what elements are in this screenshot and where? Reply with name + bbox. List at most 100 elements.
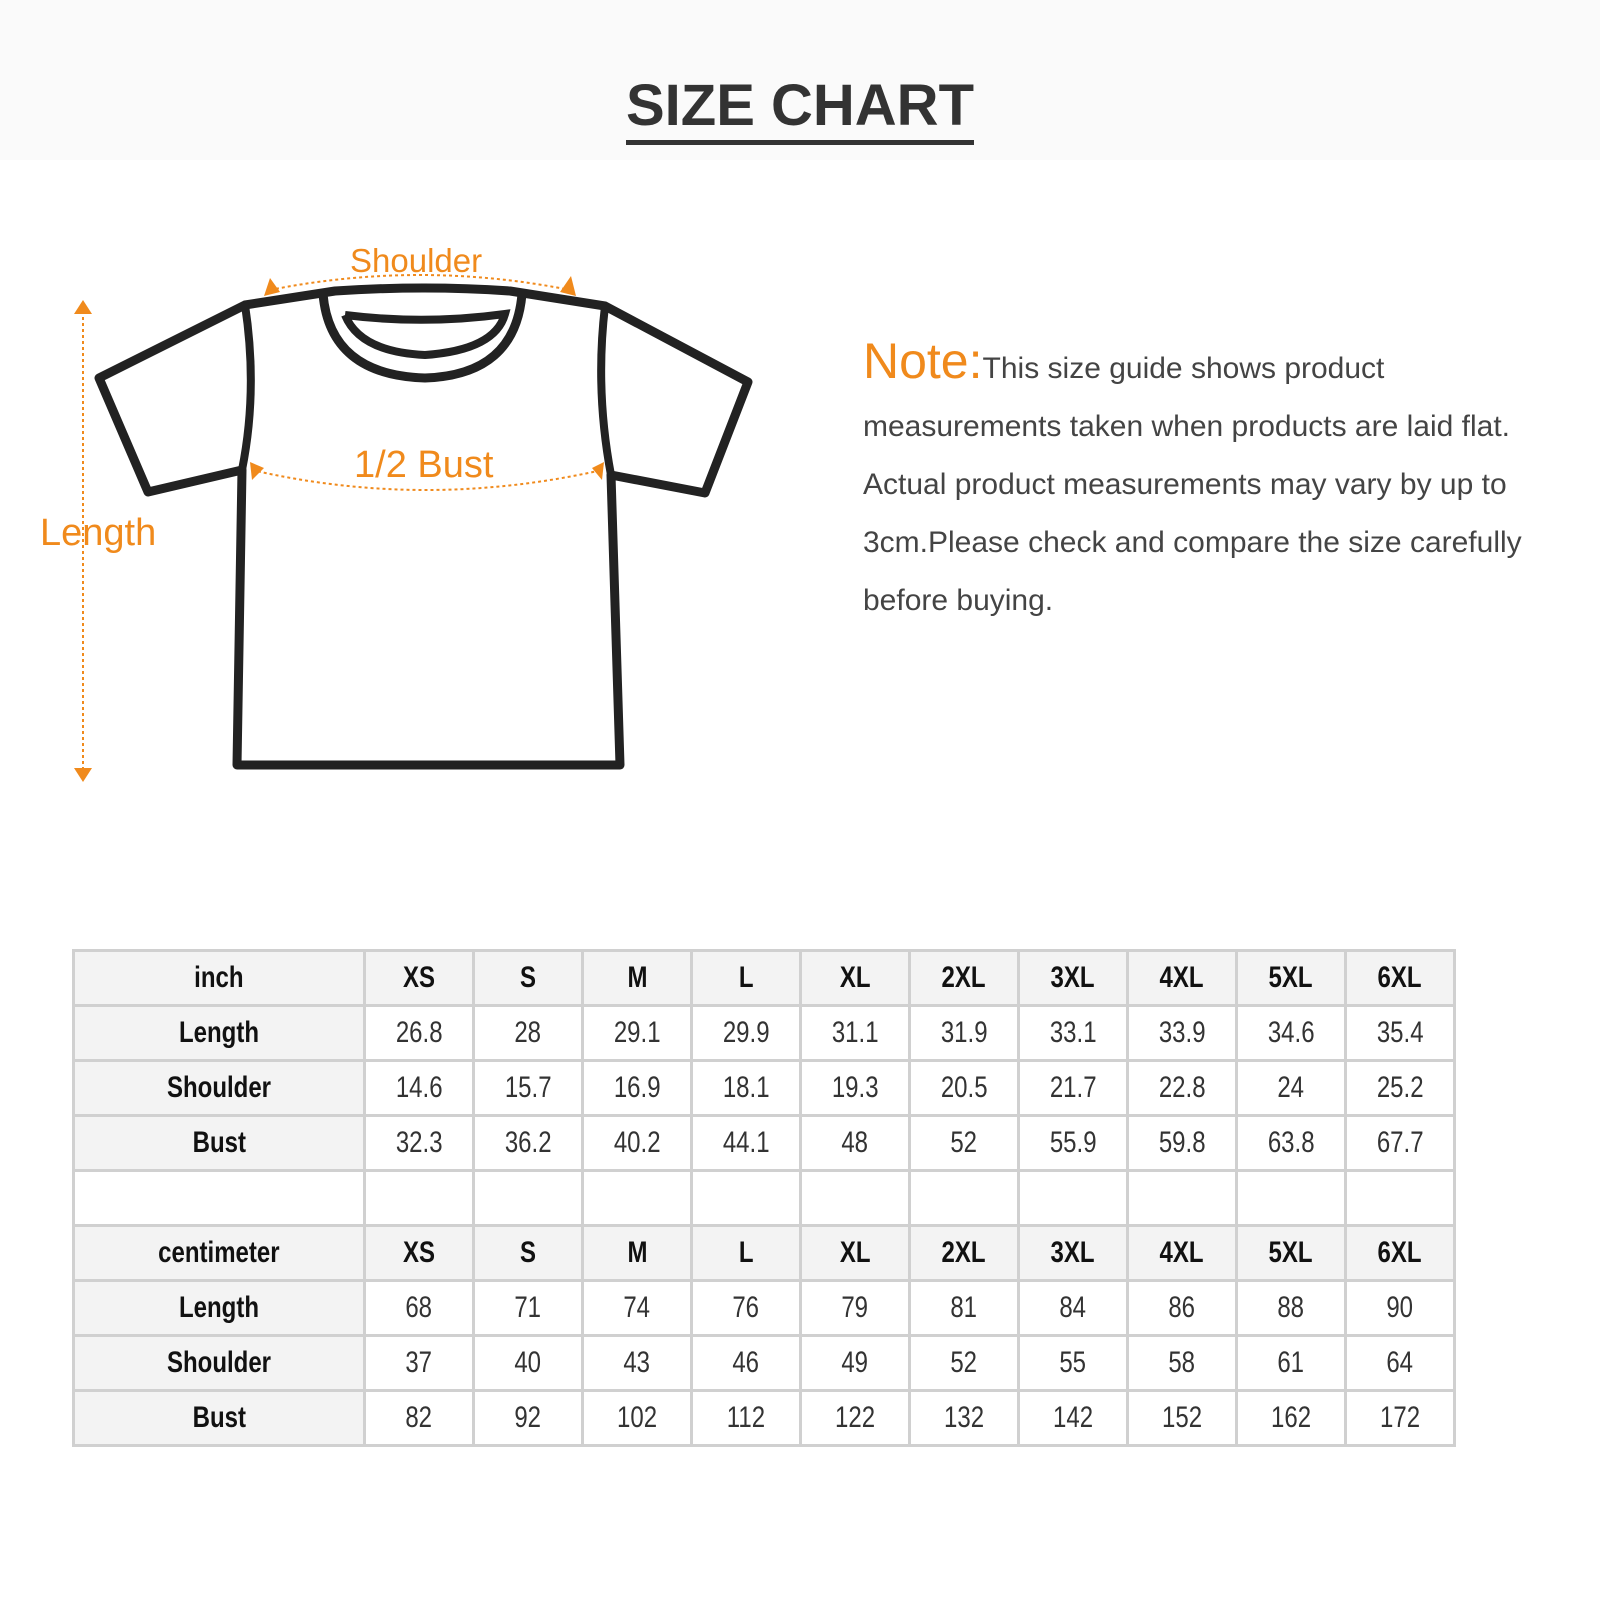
value-cell-text: 68: [405, 1291, 433, 1324]
row-label: Bust: [72, 1114, 366, 1172]
size-header: 6XL: [1344, 949, 1456, 1007]
value-cell: 43: [581, 1334, 693, 1392]
length-label: Length: [40, 512, 157, 554]
size-header: 3XL: [1017, 1224, 1129, 1282]
value-cell-text: 31.1: [831, 1016, 879, 1049]
value-cell: 20.5: [908, 1059, 1020, 1117]
value-cell: 142: [1017, 1389, 1129, 1447]
size-header-text: XS: [402, 961, 436, 994]
value-cell: 28: [472, 1004, 584, 1062]
size-table: inch XS S M L XL 2XL 3XL 4XL 5XL 6XL Length 26.8 28 29…: [72, 949, 1456, 1447]
value-cell-text: 112: [726, 1401, 766, 1434]
value-cell-text: 61: [1277, 1346, 1305, 1379]
value-cell: 24: [1235, 1059, 1347, 1117]
size-header-text: 3XL: [1050, 961, 1096, 994]
value-cell-text: 132: [943, 1401, 985, 1434]
value-cell: 46: [690, 1334, 802, 1392]
value-cell: 25.2: [1344, 1059, 1456, 1117]
table-row: Shoulder 37 40 43 46 49 52 55 58 61 64: [72, 1334, 1456, 1392]
value-cell-text: 34.6: [1267, 1016, 1315, 1049]
unit-header-text: inch: [194, 961, 244, 994]
note-heading: Note:: [863, 333, 983, 389]
empty-cell: [690, 1169, 802, 1227]
value-cell-text: 18.1: [722, 1071, 770, 1104]
value-cell: 61: [1235, 1334, 1347, 1392]
size-header: 5XL: [1235, 1224, 1347, 1282]
page-title: SIZE CHART: [0, 72, 1600, 145]
row-label: Length: [72, 1279, 366, 1337]
empty-cell: [363, 1169, 475, 1227]
collar: [318, 293, 527, 383]
header-row: centimeter XS S M L XL 2XL 3XL 4XL 5XL 6XL: [72, 1224, 1456, 1282]
value-cell: 22.8: [1126, 1059, 1238, 1117]
empty-cell: [581, 1169, 693, 1227]
value-cell: 52: [908, 1114, 1020, 1172]
value-cell: 88: [1235, 1279, 1347, 1337]
size-header-text: S: [519, 1236, 536, 1269]
size-header-text: S: [519, 961, 536, 994]
value-cell: 15.7: [472, 1059, 584, 1117]
value-cell: 84: [1017, 1279, 1129, 1337]
value-cell: 31.9: [908, 1004, 1020, 1062]
row-label-text: Bust: [192, 1126, 246, 1159]
size-header: 2XL: [908, 949, 1020, 1007]
value-cell-text: 63.8: [1267, 1126, 1315, 1159]
value-cell: 19.3: [799, 1059, 911, 1117]
value-cell: 67.7: [1344, 1114, 1456, 1172]
value-cell: 44.1: [690, 1114, 802, 1172]
value-cell: 32.3: [363, 1114, 475, 1172]
size-header: 2XL: [908, 1224, 1020, 1282]
value-cell: 86: [1126, 1279, 1238, 1337]
value-cell: 36.2: [472, 1114, 584, 1172]
value-cell: 63.8: [1235, 1114, 1347, 1172]
size-header-text: 2XL: [941, 961, 987, 994]
value-cell-text: 29.1: [613, 1016, 661, 1049]
empty-cell: [799, 1169, 911, 1227]
size-header-text: 2XL: [941, 1236, 987, 1269]
value-cell: 40: [472, 1334, 584, 1392]
value-cell-text: 43: [623, 1346, 651, 1379]
size-header: XL: [799, 1224, 911, 1282]
value-cell-text: 25.2: [1376, 1071, 1424, 1104]
row-label: Bust: [72, 1389, 366, 1447]
size-header-text: L: [738, 961, 754, 994]
title-band: [0, 0, 1600, 160]
table-row: Length 68 71 74 76 79 81 84 86 88 90: [72, 1279, 1456, 1337]
value-cell: 55.9: [1017, 1114, 1129, 1172]
value-cell: 37: [363, 1334, 475, 1392]
value-cell-text: 33.9: [1158, 1016, 1206, 1049]
value-cell: 16.9: [581, 1059, 693, 1117]
value-cell: 112: [690, 1389, 802, 1447]
value-cell-text: 152: [1161, 1401, 1203, 1434]
value-cell-text: 122: [834, 1401, 876, 1434]
value-cell-text: 55.9: [1049, 1126, 1097, 1159]
spacer-row: [72, 1169, 1456, 1227]
row-label: Shoulder: [72, 1334, 366, 1392]
row-label-text: Shoulder: [166, 1071, 271, 1104]
size-header: XL: [799, 949, 911, 1007]
size-header-text: 4XL: [1159, 1236, 1205, 1269]
value-cell-text: 102: [616, 1401, 658, 1434]
size-header: XS: [363, 1224, 475, 1282]
value-cell-text: 40: [514, 1346, 542, 1379]
value-cell: 92: [472, 1389, 584, 1447]
value-cell-text: 16.9: [613, 1071, 661, 1104]
size-header-text: M: [627, 1236, 647, 1269]
value-cell: 64: [1344, 1334, 1456, 1392]
value-cell-text: 26.8: [395, 1016, 443, 1049]
value-cell-text: 79: [841, 1291, 869, 1324]
value-cell: 35.4: [1344, 1004, 1456, 1062]
value-cell: 81: [908, 1279, 1020, 1337]
arrow-icon: [250, 462, 264, 480]
size-header-text: 3XL: [1050, 1236, 1096, 1269]
sleeve-seam-right: [597, 305, 615, 476]
arrow-icon: [560, 276, 576, 296]
size-header: 6XL: [1344, 1224, 1456, 1282]
value-cell: 40.2: [581, 1114, 693, 1172]
value-cell-text: 92: [514, 1401, 542, 1434]
header-row: inch XS S M L XL 2XL 3XL 4XL 5XL 6XL: [72, 949, 1456, 1007]
tshirt-outline: [94, 283, 753, 770]
value-cell-text: 46: [732, 1346, 760, 1379]
size-header: S: [472, 949, 584, 1007]
value-cell-text: 32.3: [395, 1126, 443, 1159]
